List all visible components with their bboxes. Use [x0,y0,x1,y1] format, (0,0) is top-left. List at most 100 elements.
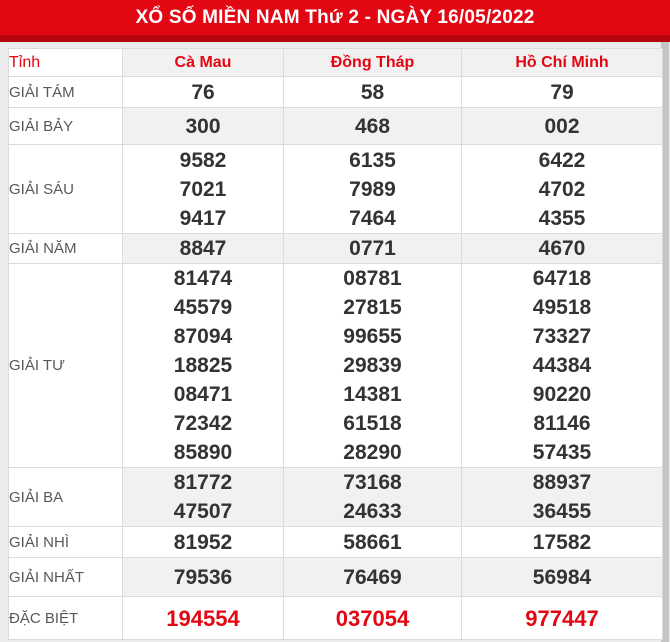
prize-row: GIẢI BẢY 300 468 002 [8,107,663,145]
prize-number: 99655 [343,325,402,348]
prize-number: 64718 [532,267,592,290]
prize-numbers-cell: 64718 49518 73327 44384 90220 81146 57435 [461,263,663,468]
prize-number: 037054 [335,605,410,631]
lottery-results-table: Tỉnh Cà Mau Đồng Tháp Hồ Chí Minh GIẢI T… [8,48,663,640]
prize-number: 27815 [343,296,402,319]
prize-number: 977447 [525,605,599,631]
prize-number: 79 [550,80,574,104]
prize-label: ĐẶC BIỆT [8,596,123,640]
prize-number: 81952 [173,530,233,554]
prize-numbers-cell: 56984 [461,557,663,597]
prize-number: 8847 [179,237,227,260]
title-bar: XỔ SỐ MIỀN NAM Thứ 2 - NGÀY 16/05/2022 [0,0,670,42]
prize-number: 85890 [173,441,233,464]
prize-number: 90220 [532,383,592,406]
prize-label: GIẢI NHẤT [8,557,123,597]
prize-number: 44384 [532,354,592,377]
prize-number: 28290 [343,441,402,464]
prize-number: 18825 [173,354,233,377]
prize-number: 7464 [349,206,396,230]
prize-row: GIẢI NĂM 8847 0771 4670 [8,233,663,264]
province-column-header: Tỉnh [8,48,123,77]
table-header-row: Tỉnh Cà Mau Đồng Tháp Hồ Chí Minh [8,48,663,77]
prize-numbers-cell: 0771 [283,233,462,264]
prize-number: 57435 [532,441,592,464]
prize-label: GIẢI BA [8,467,123,527]
prize-number: 29839 [343,354,402,377]
prize-numbers-cell: 76469 [283,557,462,597]
prize-row: GIẢI SÁU 9582 7021 9417 6135 7989 7464 6422 4702… [8,144,663,234]
prize-number: 73327 [532,325,592,348]
prize-numbers-cell: 300 [122,107,284,145]
prize-numbers-cell: 81474 45579 87094 18825 08471 72342 85890 [122,263,284,468]
prize-row: GIẢI TƯ 81474 45579 87094 18825 08471 72342 858… [8,263,663,468]
prize-numbers-cell: 4670 [461,233,663,264]
prize-label: GIẢI TÁM [8,76,123,108]
prize-numbers-cell: 76 [122,76,284,108]
prize-numbers-cell: 58661 [283,526,462,558]
prize-number: 08781 [343,267,402,290]
prize-number: 08471 [173,383,233,406]
prize-numbers-cell: 8847 [122,233,284,264]
prize-number: 6135 [349,148,396,172]
prize-number: 0771 [349,237,396,260]
prize-number: 72342 [173,412,233,435]
column-header-ca-mau: Cà Mau [122,48,284,77]
prize-row: GIẢI NHẤT 79536 76469 56984 [8,557,663,597]
prize-number: 76 [191,80,215,104]
prize-number: 58661 [343,530,402,554]
prize-row: GIẢI NHÌ 81952 58661 17582 [8,526,663,558]
prize-numbers-cell: 977447 [461,596,663,640]
prize-number: 17582 [532,530,592,554]
prize-label: GIẢI SÁU [8,144,123,234]
prize-label: GIẢI NĂM [8,233,123,264]
prize-number: 81772 [173,471,233,494]
prize-number: 6422 [538,148,586,172]
prize-numbers-cell: 6422 4702 4355 [461,144,663,234]
prize-number: 24633 [343,500,402,523]
prize-number: 14381 [343,383,402,406]
prize-row: ĐẶC BIỆT 194554 037054 977447 [8,596,663,640]
prize-number: 45579 [173,296,233,319]
prize-number: 58 [360,80,385,104]
prize-number: 47507 [173,500,233,523]
prize-row: GIẢI BA 81772 47507 73168 24633 88937 36455 [8,467,663,527]
prize-number: 4355 [538,206,586,230]
prize-numbers-cell: 79 [461,76,663,108]
prize-numbers-cell: 17582 [461,526,663,558]
scrollbar-strip[interactable] [661,42,669,642]
prize-number: 7021 [179,177,227,201]
page-title: XỔ SỐ MIỀN NAM Thứ 2 - NGÀY 16/05/2022 [135,7,535,28]
prize-label: GIẢI TƯ [8,263,123,468]
prize-numbers-cell: 73168 24633 [283,467,462,527]
prize-number: 49518 [532,296,592,319]
prize-numbers-cell: 002 [461,107,663,145]
column-header-dong-thap: Đồng Tháp [283,48,462,77]
prize-row: GIẢI TÁM 76 58 79 [8,76,663,108]
column-header-ho-chi-minh: Hồ Chí Minh [461,48,663,77]
prize-number: 88937 [532,471,592,494]
prize-number: 468 [354,114,391,138]
prize-number: 9417 [179,206,227,230]
prize-number: 81146 [533,412,591,435]
prize-number: 81474 [173,267,233,290]
prize-numbers-cell: 81772 47507 [122,467,284,527]
prize-label: GIẢI BẢY [8,107,123,145]
prize-numbers-cell: 037054 [283,596,462,640]
prize-number: 7989 [349,177,396,201]
prize-label: GIẢI NHÌ [8,526,123,558]
prize-number: 002 [544,114,580,138]
prize-numbers-cell: 08781 27815 99655 29839 14381 61518 28290 [283,263,462,468]
prize-numbers-cell: 79536 [122,557,284,597]
prize-number: 194554 [166,605,240,631]
prize-numbers-cell: 58 [283,76,462,108]
prize-numbers-cell: 9582 7021 9417 [122,144,284,234]
prize-number: 61518 [343,412,402,435]
prize-number: 36455 [532,500,592,523]
prize-number: 76469 [343,565,402,589]
prize-number: 300 [185,114,221,138]
prize-table-body: GIẢI TÁM 76 58 79 GIẢI BẢY 300 468 002 GIẢI SÁU 9… [8,76,663,640]
prize-number: 79536 [173,565,233,589]
prize-numbers-cell: 81952 [122,526,284,558]
prize-number: 56984 [532,565,592,589]
